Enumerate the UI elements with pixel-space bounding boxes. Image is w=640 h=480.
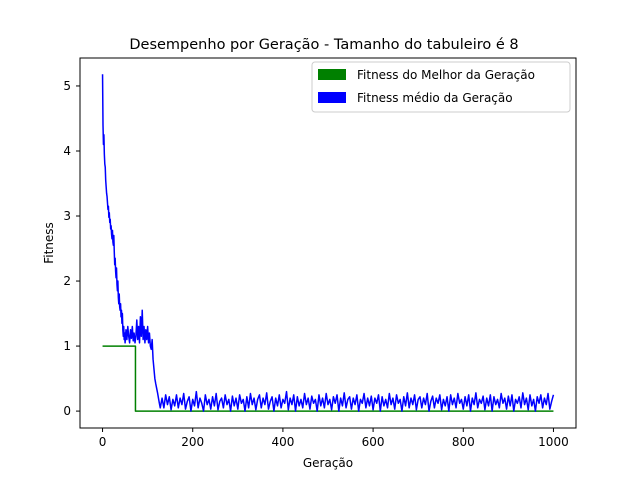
legend-label-mean: Fitness médio da Geração [357, 91, 513, 105]
plot-lines [101, 74, 555, 412]
x-tick-label: 800 [452, 435, 475, 449]
y-tick-label: 1 [63, 339, 71, 353]
legend-label-best: Fitness do Melhor da Geração [357, 68, 535, 82]
legend: Fitness do Melhor da Geração Fitness méd… [311, 61, 571, 113]
legend-swatch-mean [318, 92, 346, 103]
chart-title: Desempenho por Geração - Tamanho do tabu… [129, 37, 518, 53]
y-tick-label: 0 [63, 404, 71, 418]
y-tick-label: 3 [63, 209, 71, 223]
y-tick-label: 5 [63, 79, 71, 93]
y-axis-label: Fitness [42, 222, 56, 264]
x-tick-label: 200 [181, 435, 204, 449]
y-axis-ticks: 0 1 2 3 4 5 [63, 79, 80, 418]
x-axis-ticks: 0 200 400 600 800 1000 [99, 428, 569, 449]
series-line-mean [101, 74, 555, 412]
x-tick-label: 1000 [538, 435, 569, 449]
legend-box [311, 61, 571, 113]
x-tick-label: 0 [99, 435, 107, 449]
legend-swatch-best [318, 69, 346, 80]
x-tick-label: 600 [362, 435, 385, 449]
x-axis-label: Geração [303, 456, 353, 470]
y-tick-label: 4 [63, 144, 71, 158]
x-tick-label: 400 [271, 435, 294, 449]
y-tick-label: 2 [63, 274, 71, 288]
series-line-best [102, 345, 554, 412]
plot-frame [79, 57, 577, 429]
